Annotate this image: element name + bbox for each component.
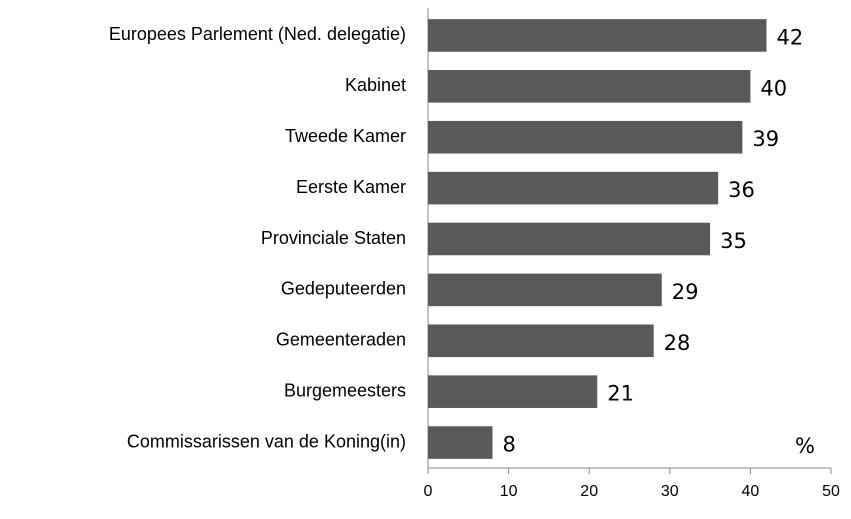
value-label: 42 bbox=[777, 25, 804, 49]
y-tick-label: Provinciale Staten bbox=[261, 228, 406, 248]
bar bbox=[428, 273, 662, 307]
value-label: 39 bbox=[752, 127, 779, 151]
y-tick-label: Gemeenteraden bbox=[276, 330, 406, 350]
x-tick-label: 50 bbox=[822, 483, 840, 500]
bar bbox=[428, 375, 598, 408]
x-tick-label: 30 bbox=[661, 483, 679, 500]
x-tick-label: 20 bbox=[580, 483, 598, 500]
bar bbox=[428, 426, 493, 459]
bar bbox=[428, 70, 751, 103]
bar bbox=[428, 171, 719, 205]
x-tick-label: 40 bbox=[742, 483, 760, 500]
y-tick-label: Tweede Kamer bbox=[285, 126, 406, 146]
value-label: 21 bbox=[607, 382, 634, 406]
y-tick-label: Commissarissen van de Koning(in) bbox=[127, 431, 406, 451]
value-label: 8 bbox=[502, 433, 515, 457]
value-label: 35 bbox=[720, 229, 747, 253]
x-tick-label: 0 bbox=[424, 483, 433, 500]
value-label: 29 bbox=[672, 280, 699, 304]
bar bbox=[428, 222, 711, 256]
y-tick-label: Eerste Kamer bbox=[296, 177, 406, 197]
y-tick-label: Kabinet bbox=[345, 75, 406, 95]
x-tick-label: 10 bbox=[500, 483, 518, 500]
y-tick-label: Gedeputeerden bbox=[281, 279, 406, 299]
value-label: 40 bbox=[760, 76, 787, 100]
bar bbox=[428, 324, 654, 358]
bar bbox=[428, 120, 743, 154]
y-tick-label: Europees Parlement (Ned. delegatie) bbox=[109, 24, 406, 44]
y-tick-label: Burgemeesters bbox=[284, 380, 406, 400]
value-label: 28 bbox=[664, 331, 691, 355]
annotation: % bbox=[795, 434, 815, 458]
bar bbox=[428, 19, 767, 52]
value-label: 36 bbox=[728, 178, 755, 202]
